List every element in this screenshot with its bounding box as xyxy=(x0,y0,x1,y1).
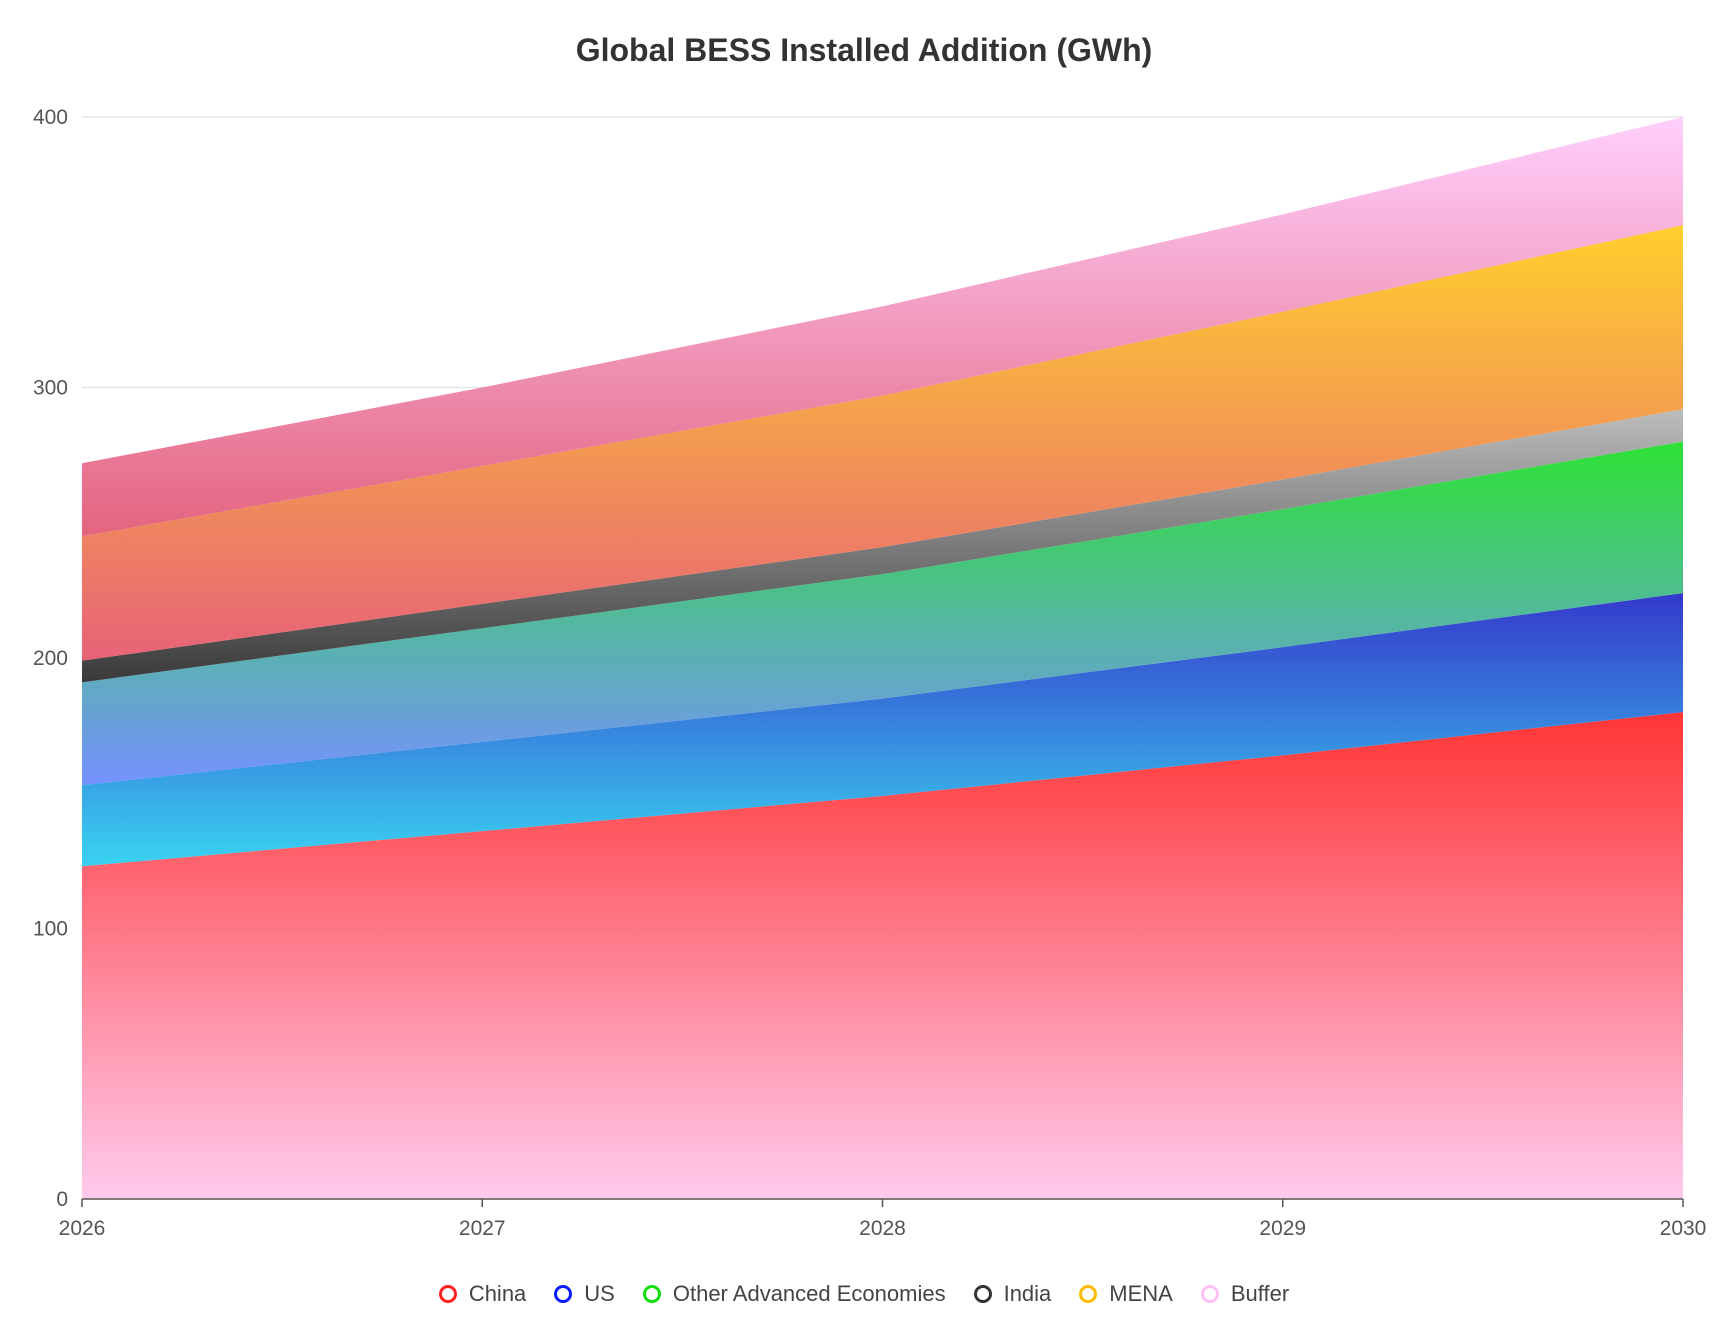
y-tick-label: 100 xyxy=(33,918,68,941)
legend-item-other-advanced-economies[interactable]: Other Advanced Economies xyxy=(642,1281,946,1307)
area-series-india[interactable] xyxy=(82,409,1683,683)
legend-label: MENA xyxy=(1109,1281,1173,1306)
legend-item-mena[interactable]: MENA xyxy=(1079,1281,1173,1307)
legend-swatch xyxy=(1200,1285,1219,1303)
stacked-area-chart: 0 100 200 300 400 2026 2027 2028 2029 2030 xyxy=(33,106,1706,1240)
data-point[interactable] xyxy=(1280,211,1286,217)
data-point[interactable] xyxy=(79,460,85,466)
area-series-buffer[interactable] xyxy=(82,117,1683,537)
area-series xyxy=(79,114,1686,1199)
area-series-us[interactable] xyxy=(82,593,1683,867)
x-tick-label: 2030 xyxy=(1660,1217,1707,1240)
legend-item-india[interactable]: India xyxy=(973,1281,1052,1307)
area-series-mena[interactable] xyxy=(82,225,1683,661)
legend-label: China xyxy=(468,1281,527,1306)
legend-label: Buffer xyxy=(1230,1281,1290,1306)
axes: 0 100 200 300 400 2026 2027 2028 2029 2030 xyxy=(33,106,1706,1240)
area-series-china[interactable] xyxy=(82,712,1683,1199)
legend-swatch xyxy=(438,1285,457,1303)
x-tick-label: 2029 xyxy=(1259,1217,1306,1240)
x-tick-label: 2028 xyxy=(859,1217,906,1240)
x-tick-label: 2027 xyxy=(459,1217,506,1240)
legend-swatch xyxy=(1079,1285,1098,1303)
y-tick-label: 200 xyxy=(33,647,68,670)
y-tick-label: 0 xyxy=(56,1188,68,1211)
legend: China US Other Advanced Economies India MENA… xyxy=(0,1281,1728,1307)
data-point[interactable] xyxy=(880,303,886,309)
legend-item-buffer[interactable]: Buffer xyxy=(1200,1281,1290,1307)
legend-item-us[interactable]: US xyxy=(554,1281,615,1307)
data-point[interactable] xyxy=(479,385,485,391)
legend-label: US xyxy=(584,1281,615,1306)
area-series-other-advanced-economies[interactable] xyxy=(82,441,1683,786)
chart-title: Global BESS Installed Addition (GWh) xyxy=(575,32,1153,68)
x-tick-label: 2026 xyxy=(59,1217,106,1240)
legend-swatch xyxy=(554,1285,573,1303)
y-tick-label: 300 xyxy=(33,377,68,400)
legend-item-china[interactable]: China xyxy=(438,1281,527,1307)
legend-swatch xyxy=(973,1285,992,1303)
legend-swatch xyxy=(642,1285,661,1303)
data-point[interactable] xyxy=(1680,114,1686,120)
legend-label: Other Advanced Economies xyxy=(672,1281,946,1306)
legend-label: India xyxy=(1003,1281,1052,1306)
y-tick-label: 400 xyxy=(33,106,68,129)
